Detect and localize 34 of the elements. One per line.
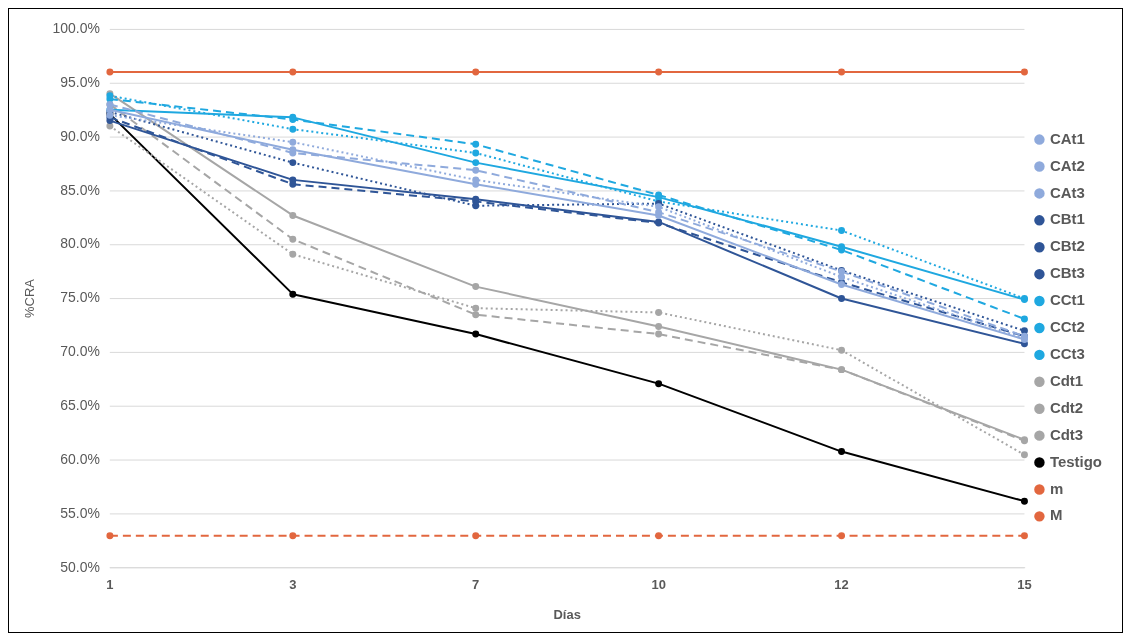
y-tick-label: 95.0% [60, 73, 100, 90]
x-axis-title: Días [553, 606, 581, 622]
y-tick-label: 50.0% [60, 558, 100, 575]
y-tick-label: 85.0% [60, 181, 100, 198]
x-tick-label: 7 [472, 577, 480, 593]
legend-label: CCt3 [1049, 345, 1085, 363]
legend-label: Cdt1 [1049, 371, 1084, 389]
y-axis-title: %CRA [22, 278, 38, 318]
legend-label: Testigo [1049, 452, 1103, 470]
y-tick-label: 60.0% [60, 451, 100, 468]
legend-label: m [1049, 479, 1064, 497]
x-tick-label: 3 [289, 577, 297, 593]
legend-label: CAt1 [1049, 129, 1085, 147]
legend-label: M [1049, 506, 1063, 524]
legend-label: CCt1 [1049, 291, 1085, 309]
legend-label: Cdt3 [1049, 425, 1084, 443]
x-tick-label: 1 [106, 577, 114, 593]
x-tick-label: 15 [1017, 577, 1032, 593]
y-tick-label: 100.0% [52, 19, 100, 36]
x-tick-label: 10 [651, 577, 666, 593]
y-tick-label: 75.0% [60, 289, 100, 306]
legend-label: CAt3 [1049, 183, 1085, 201]
legend-label: CBt1 [1049, 210, 1085, 228]
legend-label: CAt2 [1049, 156, 1085, 174]
y-tick-label: 55.0% [60, 504, 100, 521]
y-tick-label: 65.0% [60, 397, 100, 414]
y-tick-label: 80.0% [60, 235, 100, 252]
legend-label: CBt3 [1049, 264, 1085, 282]
legend-label: CCt2 [1049, 318, 1085, 336]
x-tick-label: 12 [834, 577, 849, 593]
legend-label: Cdt2 [1049, 398, 1084, 416]
y-tick-label: 90.0% [60, 127, 100, 144]
legend-label: CBt2 [1049, 237, 1085, 255]
y-tick-label: 70.0% [60, 343, 100, 360]
